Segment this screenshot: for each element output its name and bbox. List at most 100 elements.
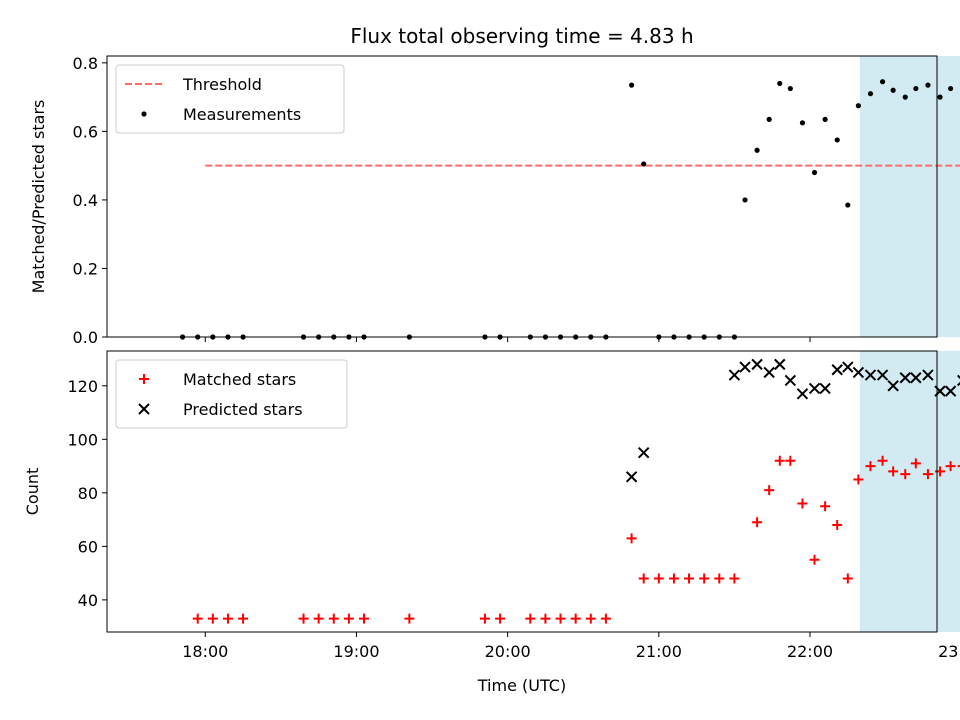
- data-point: [754, 147, 760, 153]
- data-point: [922, 469, 933, 480]
- legend-x-swatch: [138, 403, 150, 415]
- data-point: [842, 361, 854, 373]
- legend-label: Matched stars: [183, 370, 296, 389]
- data-point: [834, 137, 840, 143]
- data-point: [819, 382, 831, 395]
- y-axis-label: Count: [23, 468, 42, 516]
- data-point: [298, 613, 309, 624]
- data-point: [207, 613, 218, 624]
- data-point: [842, 573, 853, 584]
- data-point: [913, 85, 919, 92]
- observing-interval-shade: [859, 351, 960, 632]
- x-tick-label: 19:00: [333, 642, 379, 661]
- data-point: [343, 613, 354, 624]
- data-point: [948, 85, 954, 92]
- legend-dot-swatch: [141, 111, 147, 117]
- data-point: [899, 372, 911, 384]
- legend-label: Threshold: [182, 75, 262, 94]
- data-point: [808, 382, 821, 395]
- data-point: [822, 116, 828, 122]
- data-point: [751, 358, 763, 371]
- x-tick-label: 22:00: [787, 642, 833, 661]
- bottom-panel: 40 60 80 100 120 18:00 19:00 20:00 21:00 22:00 23:…: [23, 350, 960, 661]
- data-point: [626, 533, 637, 544]
- data-point: [855, 103, 861, 109]
- y-tick-label: 60: [78, 537, 98, 556]
- data-point: [774, 358, 786, 371]
- axes-frame: [106, 350, 938, 633]
- data-point: [238, 613, 249, 624]
- data-point: [853, 474, 864, 485]
- top-panel: 0.0 0.2 0.4 0.6 0.8 Matched/Predicted stars Th…: [29, 54, 960, 347]
- data-point: [774, 455, 785, 466]
- data-point: [879, 79, 886, 85]
- y-tick-label: 0.8: [73, 54, 98, 73]
- data-point: [956, 374, 960, 387]
- x-tick-label: 21:00: [636, 642, 682, 661]
- data-point: [957, 465, 960, 468]
- x-tick-label: 18:00: [182, 642, 228, 661]
- data-point: [653, 573, 664, 584]
- data-point: [944, 385, 957, 397]
- data-point: [864, 369, 877, 381]
- legend-label: Predicted stars: [183, 400, 303, 419]
- data-point: [764, 485, 775, 496]
- data-point: [668, 573, 679, 584]
- data-point: [585, 613, 596, 624]
- data-point: [729, 573, 740, 584]
- data-point: [359, 613, 370, 624]
- y-tick-label: 100: [67, 430, 98, 449]
- data-point: [888, 466, 899, 477]
- data-point: [797, 498, 808, 509]
- chart-title: Flux total observing time = 4.83 h: [350, 24, 693, 48]
- y-tick-label: 0.2: [73, 259, 98, 278]
- axes-frame: [106, 55, 938, 338]
- data-point: [699, 573, 710, 584]
- data-point: [910, 458, 921, 469]
- y-axis-label: Matched/Predicted stars: [29, 100, 48, 294]
- legend-frame: [115, 64, 345, 134]
- data-point: [313, 613, 324, 624]
- data-point: [742, 197, 748, 203]
- series-predicted-stars: [625, 358, 960, 483]
- data-point: [796, 388, 809, 400]
- legend-frame: [115, 359, 348, 429]
- data-point: [820, 501, 831, 512]
- y-tick-label: 40: [78, 591, 98, 610]
- data-point: [852, 366, 865, 379]
- data-point: [570, 613, 581, 624]
- legend-label: Measurements: [183, 105, 301, 124]
- data-point: [555, 613, 566, 624]
- data-point: [865, 461, 876, 472]
- data-point: [328, 613, 339, 624]
- data-point: [739, 361, 751, 373]
- data-point: [902, 94, 908, 100]
- data-point: [629, 82, 635, 88]
- data-point: [638, 573, 649, 584]
- data-point: [867, 91, 874, 97]
- legend-plus-swatch: [139, 374, 149, 384]
- data-point: [404, 613, 415, 624]
- x-tick-label: 20:00: [485, 642, 531, 661]
- data-point: [766, 116, 772, 122]
- data-point: [832, 519, 843, 530]
- data-point: [799, 120, 806, 126]
- data-point: [784, 374, 797, 387]
- data-point: [728, 369, 741, 381]
- data-point: [222, 613, 233, 624]
- data-point: [831, 364, 843, 376]
- data-point: [752, 517, 763, 528]
- data-point: [876, 369, 889, 381]
- y-tick-label: 120: [67, 377, 98, 396]
- data-point: [625, 471, 638, 483]
- data-point: [845, 202, 851, 208]
- data-point: [525, 613, 536, 624]
- data-point: [540, 613, 551, 624]
- data-point: [910, 372, 922, 384]
- y-tick-label: 0.6: [73, 122, 98, 141]
- y-tick-label: 0.4: [73, 191, 98, 210]
- data-point: [714, 573, 725, 584]
- data-point: [925, 82, 931, 88]
- data-point: [945, 461, 956, 472]
